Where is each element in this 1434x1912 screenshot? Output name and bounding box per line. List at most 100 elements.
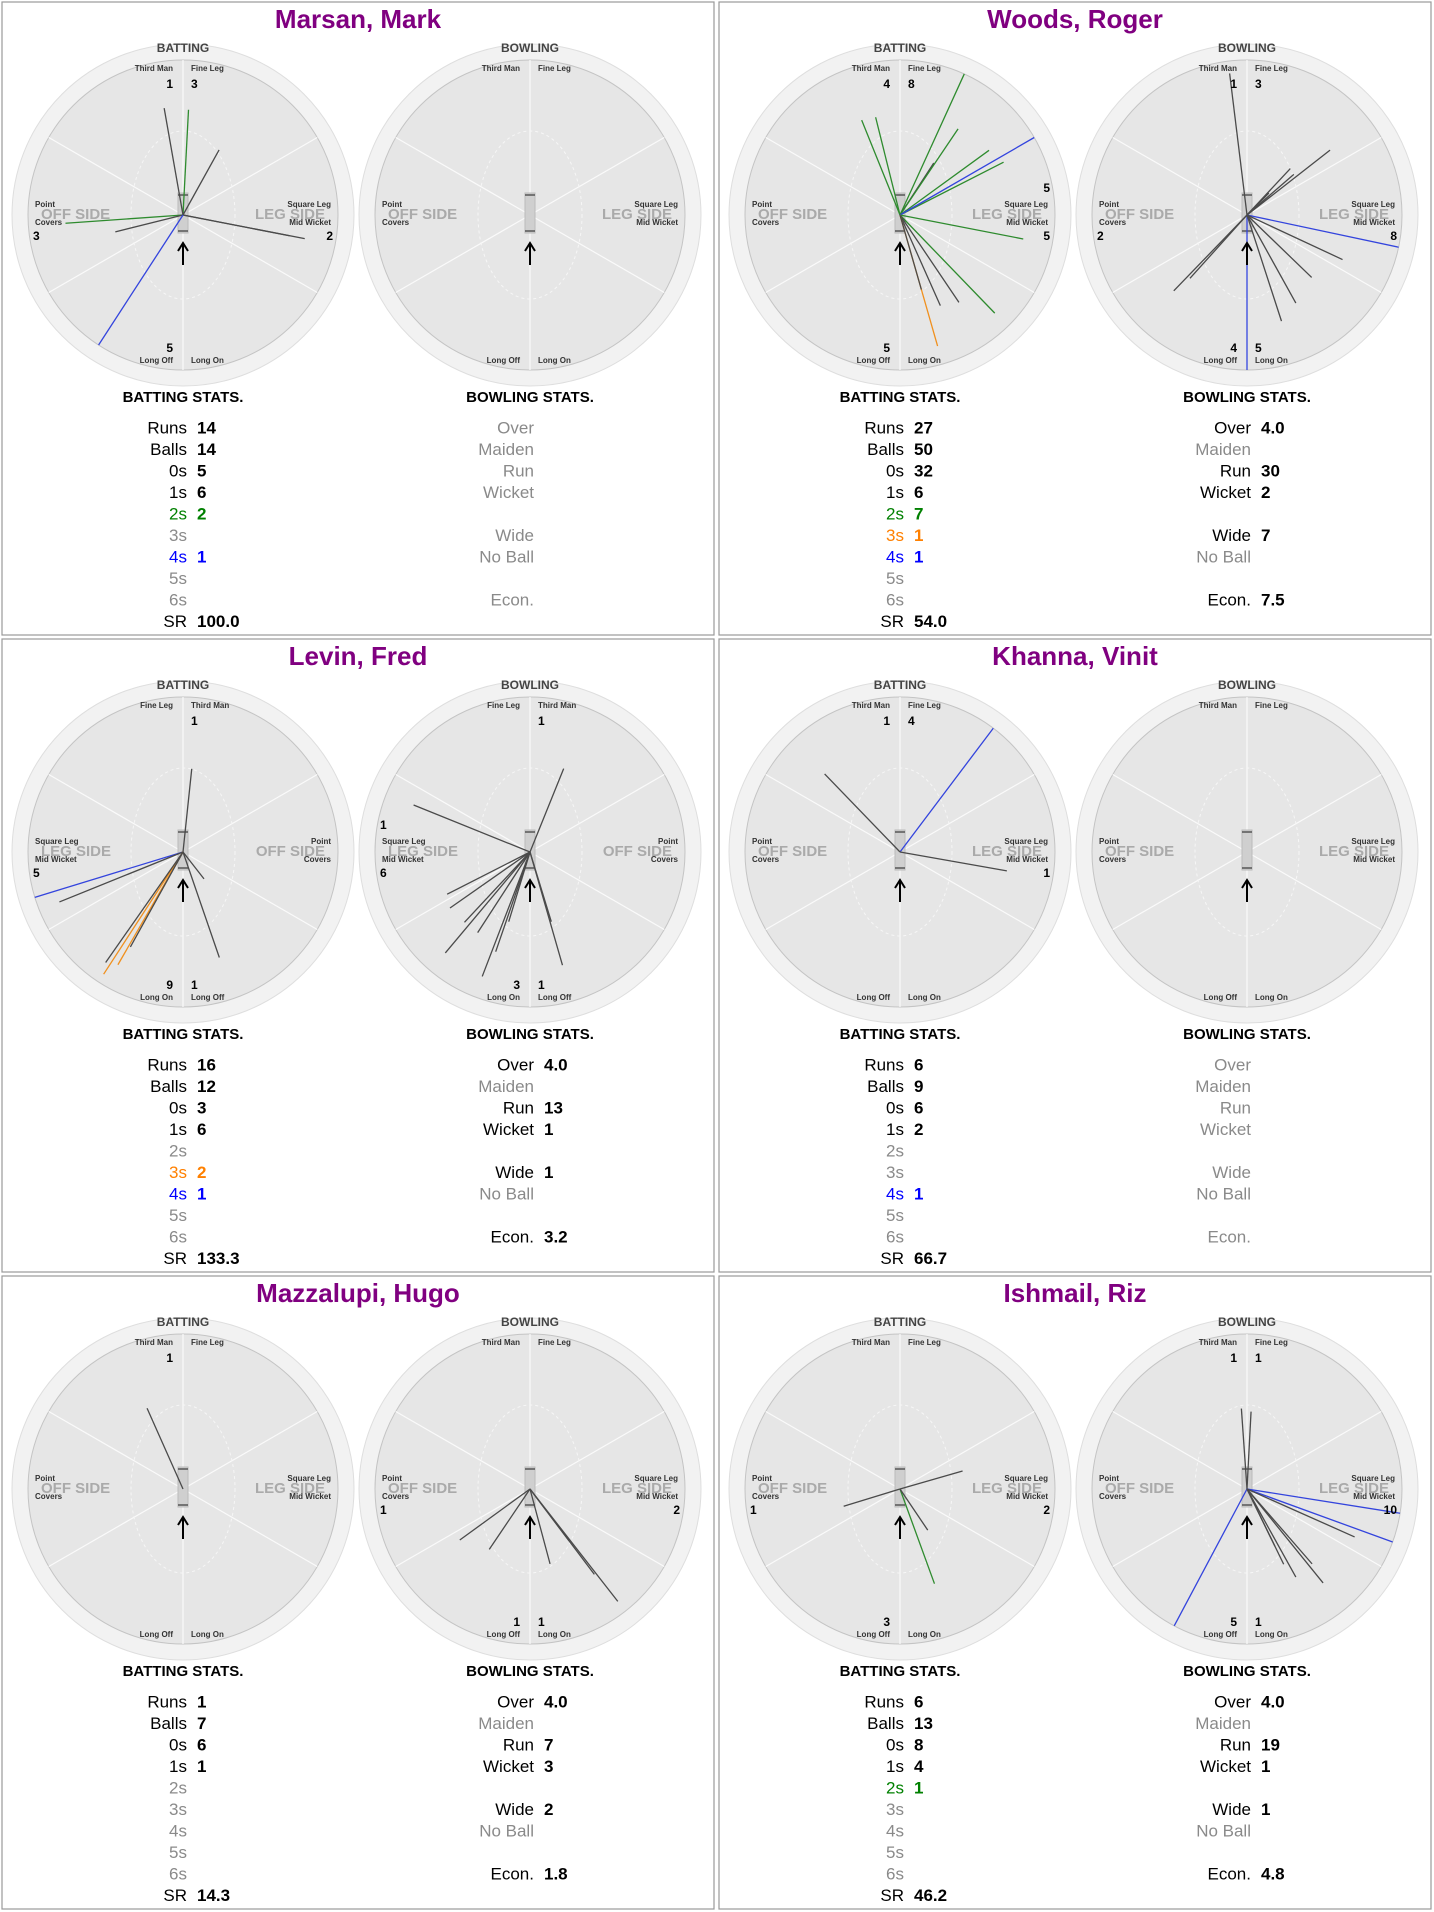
- stat-label: No Ball: [1196, 547, 1251, 566]
- stat-label: 1s: [886, 1120, 904, 1139]
- stat-label: Econ.: [1208, 1864, 1251, 1883]
- direction-arrow-head: [177, 1515, 189, 1526]
- zone-label: Point: [752, 1474, 772, 1483]
- zone-count: 2: [326, 229, 333, 243]
- shot: [463, 851, 531, 923]
- stat-label: 3s: [169, 1800, 187, 1819]
- wheel-title: BOWLING: [501, 678, 559, 692]
- zone-label: Mid Wicket: [35, 855, 77, 864]
- zone-label: Covers: [304, 855, 332, 864]
- zone-count: 3: [513, 978, 520, 992]
- zone-label: Third Man: [1199, 64, 1237, 73]
- stat-label: Wide: [1212, 1163, 1251, 1182]
- zone-label: Mid Wicket: [1006, 855, 1048, 864]
- zone-count: 1: [538, 978, 545, 992]
- direction-arrow-head: [894, 1515, 906, 1526]
- zone-label: Mid Wicket: [1353, 855, 1395, 864]
- direction-arrow-head: [524, 878, 536, 889]
- side-label: LEG SIDE: [255, 1480, 325, 1497]
- field-line: [395, 1488, 531, 1568]
- stat-value: 6: [914, 1098, 923, 1117]
- shot: [65, 214, 184, 224]
- shot: [1246, 1488, 1324, 1584]
- stat-label: Maiden: [1195, 440, 1251, 459]
- field-line: [395, 214, 531, 294]
- stat-label: 5s: [886, 1843, 904, 1862]
- side-label: OFF SIDE: [388, 1480, 457, 1497]
- direction-arrow-head: [177, 878, 189, 889]
- stat-value: 2: [1261, 483, 1270, 502]
- stat-label: Run: [1220, 461, 1251, 480]
- zone-label: Long On: [1255, 356, 1288, 365]
- field-line: [48, 773, 184, 853]
- shot: [1246, 192, 1270, 216]
- stats-title: BATTING STATS.: [840, 1026, 961, 1043]
- wheel-title: BATTING: [157, 678, 209, 692]
- stat-label: Over: [1214, 1055, 1251, 1074]
- stat-label: Maiden: [478, 1714, 534, 1733]
- shot: [1189, 214, 1248, 279]
- stat-label: 0s: [169, 1735, 187, 1754]
- zone-label: Fine Leg: [140, 701, 173, 710]
- pitch: [524, 192, 536, 234]
- zone-label: Long On: [487, 993, 520, 1002]
- zone-label: Fine Leg: [487, 701, 520, 710]
- stat-label: 3s: [886, 1800, 904, 1819]
- stat-label: Over: [1214, 418, 1251, 437]
- stat-label: 2s: [169, 1778, 187, 1797]
- stats-title: BOWLING STATS.: [466, 389, 594, 406]
- stat-label: 1s: [169, 483, 187, 502]
- zone-label: Square Leg: [1004, 1474, 1048, 1483]
- shot: [1173, 1488, 1248, 1627]
- stat-value: 4.0: [1261, 418, 1285, 437]
- field-line: [182, 773, 318, 853]
- stat-label: Econ.: [1208, 1227, 1251, 1246]
- zone-label: Mid Wicket: [636, 218, 678, 227]
- side-label: OFF SIDE: [256, 843, 325, 860]
- stats-title: BATTING STATS.: [123, 389, 244, 406]
- zone-label: Third Man: [191, 701, 229, 710]
- stat-label: 2s: [886, 1141, 904, 1160]
- player-name: Mazzalupi, Hugo: [256, 1278, 460, 1308]
- zone-label: Mid Wicket: [289, 218, 331, 227]
- wheel-title: BATTING: [874, 41, 926, 55]
- stat-label: 6s: [169, 1864, 187, 1883]
- stats-title: BOWLING STATS.: [466, 1026, 594, 1043]
- field-line: [48, 214, 184, 294]
- stat-label: Econ.: [1208, 590, 1251, 609]
- stat-label: SR: [163, 612, 187, 631]
- stat-label: 3s: [169, 1163, 187, 1182]
- wheel-title: BATTING: [157, 1315, 209, 1329]
- stat-label: Wicket: [1200, 483, 1251, 502]
- zone-count: 1: [750, 1503, 757, 1517]
- zone-label: Square Leg: [35, 837, 79, 846]
- stat-value: 133.3: [197, 1249, 240, 1268]
- zone-label: Long Off: [140, 356, 174, 365]
- stat-value: 2: [197, 1163, 206, 1182]
- stat-label: Run: [503, 1735, 534, 1754]
- shot: [459, 1488, 531, 1541]
- stat-label: SR: [163, 1886, 187, 1905]
- zone-count: 5: [1043, 229, 1050, 243]
- zone-count: 1: [1255, 1615, 1262, 1629]
- stat-label: Over: [497, 1692, 534, 1711]
- side-label: LEG SIDE: [972, 843, 1042, 860]
- shot: [899, 1488, 936, 1584]
- stat-label: Over: [1214, 1692, 1251, 1711]
- side-label: OFF SIDE: [758, 206, 827, 223]
- zone-label: Mid Wicket: [636, 1492, 678, 1501]
- side-label: LEG SIDE: [972, 1480, 1042, 1497]
- stat-label: Over: [497, 418, 534, 437]
- stat-label: SR: [880, 1249, 904, 1268]
- zone-label: Third Man: [135, 1338, 173, 1347]
- zone-label: Square Leg: [1351, 837, 1395, 846]
- shot: [1246, 1411, 1252, 1490]
- shot: [899, 149, 990, 216]
- stat-label: 0s: [169, 461, 187, 480]
- zone-label: Fine Leg: [191, 1338, 224, 1347]
- zone-label: Square Leg: [1351, 1474, 1395, 1483]
- stat-value: 14: [197, 440, 216, 459]
- stat-value: 1: [197, 547, 206, 566]
- stats-title: BATTING STATS.: [123, 1026, 244, 1043]
